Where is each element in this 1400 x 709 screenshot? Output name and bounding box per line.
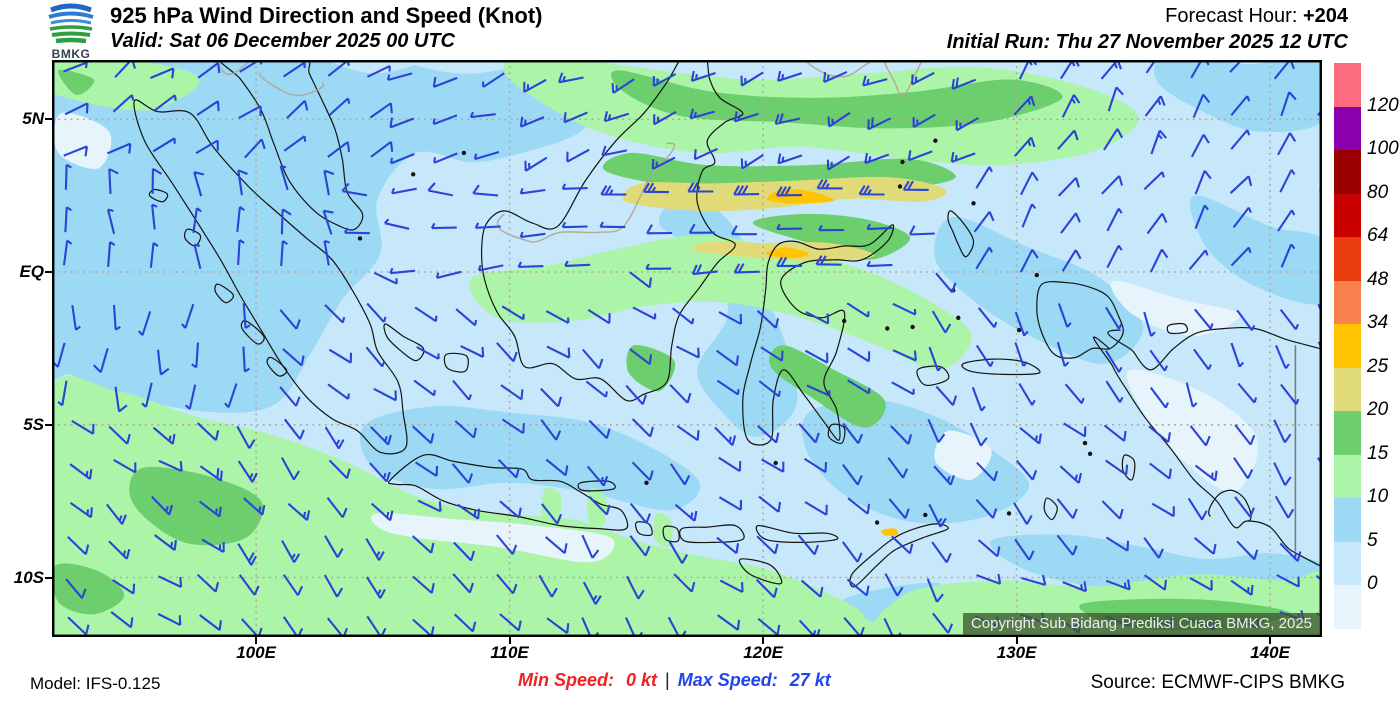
min-speed-value: 0 kt	[626, 670, 658, 690]
colorbar-segment	[1334, 454, 1361, 498]
lat-label: 5N	[22, 109, 44, 129]
map-canvas	[51, 59, 1323, 638]
wind-barb-row	[71, 302, 1322, 337]
wind-barb-row	[64, 203, 1322, 239]
speed-separator: |	[665, 670, 670, 690]
source-label: Source: ECMWF-CIPS BMKG	[1090, 672, 1345, 693]
wind-barb-row	[67, 534, 1322, 566]
valid-time: Valid: Sat 06 December 2025 00 UTC	[110, 30, 455, 52]
lon-label: 140E	[1250, 643, 1290, 662]
lat-tick	[45, 423, 52, 426]
min-speed-label: Min Speed:	[518, 670, 615, 690]
forecast-hour-label: Forecast Hour:	[1165, 5, 1298, 27]
colorbar-label: 10	[1367, 486, 1389, 507]
wind-barb-row	[64, 163, 1322, 197]
lat-label: 10S	[13, 567, 44, 587]
colorbar-label: 5	[1367, 529, 1378, 551]
coastlines	[133, 60, 1322, 588]
colorbar-label: 64	[1367, 225, 1389, 246]
colorbar-segment	[1334, 498, 1361, 542]
copyright-overlay: Copyright Sub Bidang Prediksi Cuaca BMKG…	[962, 613, 1320, 635]
lon-tick	[762, 637, 765, 644]
speed-summary: Min Speed: 0 kt | Max Speed: 27 kt	[518, 670, 831, 691]
map-layers	[52, 60, 1322, 637]
colorbar-label: 0	[1367, 573, 1378, 594]
colorbar-label: 120	[1367, 94, 1399, 116]
small-islands	[357, 138, 1093, 525]
wind-barb-row	[57, 379, 1300, 413]
colorbar-segment	[1334, 324, 1361, 368]
lon-tick	[1015, 637, 1018, 644]
model-label: Model: IFS-0.125	[30, 674, 161, 693]
colorbar-segment	[1334, 411, 1361, 455]
wind-barb-row	[71, 418, 1292, 450]
wind-barb-row	[69, 495, 1322, 528]
colorbar-label: 34	[1367, 312, 1389, 333]
max-speed-value: 27 kt	[789, 670, 831, 690]
lon-label: 130E	[996, 643, 1037, 662]
lat-label: EQ	[19, 262, 44, 282]
lon-label: 120E	[743, 643, 783, 662]
lon-tick	[1269, 637, 1272, 644]
wind-barb-row	[63, 128, 1297, 172]
bmkg-logo: BMKG	[38, 1, 104, 61]
colorbar-segment	[1334, 150, 1361, 194]
bmkg-logo-icon	[48, 3, 94, 44]
foreign-borders	[214, 60, 923, 243]
max-speed-label: Max Speed:	[677, 670, 778, 690]
lon-label: 110E	[490, 643, 529, 662]
map-area: Copyright Sub Bidang Prediksi Cuaca BMKG…	[51, 59, 1323, 638]
lat-tick	[45, 271, 52, 274]
colorbar-label: 25	[1367, 355, 1389, 377]
initial-run: Initial Run: Thu 27 November 2025 12 UTC	[946, 31, 1348, 53]
colorbar-segment	[1334, 280, 1361, 324]
colorbar-label: 80	[1367, 181, 1389, 203]
wind-barb-row	[65, 573, 1322, 605]
colorbar-label: 20	[1367, 399, 1389, 420]
colorbar-segment	[1334, 367, 1361, 411]
forecast-hour-value: +204	[1302, 5, 1348, 27]
wind-barb-row	[69, 456, 1322, 487]
lon-tick	[508, 637, 511, 644]
colorbar-segment	[1334, 237, 1361, 281]
colorbar-label: 48	[1367, 268, 1389, 290]
lon-tick	[255, 637, 258, 644]
colorbar-segment	[1334, 193, 1361, 237]
lat-tick	[45, 118, 52, 121]
bmkg-logo-text: BMKG	[51, 47, 91, 61]
map-border	[51, 59, 1323, 638]
lat-label: 5S	[23, 414, 44, 434]
wind-barb-row	[53, 341, 1322, 376]
page-title: 925 hPa Wind Direction and Speed (Knot)	[110, 3, 543, 28]
colorbar-segment	[1334, 541, 1361, 585]
colorbar-segment	[1334, 63, 1361, 107]
wind-barb-row	[62, 239, 1296, 293]
colorbar-segment	[1334, 106, 1361, 150]
forecast-hour: Forecast Hour: +204	[1165, 5, 1348, 28]
lon-label: 100E	[236, 643, 276, 662]
wind-barb-row	[63, 60, 1322, 94]
colorbar-label: 15	[1367, 442, 1389, 464]
colorbar-segment	[1334, 585, 1361, 629]
sea-shading	[52, 60, 1322, 637]
colorbar-label: 100	[1367, 138, 1399, 159]
wind-barb-row	[64, 86, 1322, 132]
lat-tick	[45, 576, 52, 579]
